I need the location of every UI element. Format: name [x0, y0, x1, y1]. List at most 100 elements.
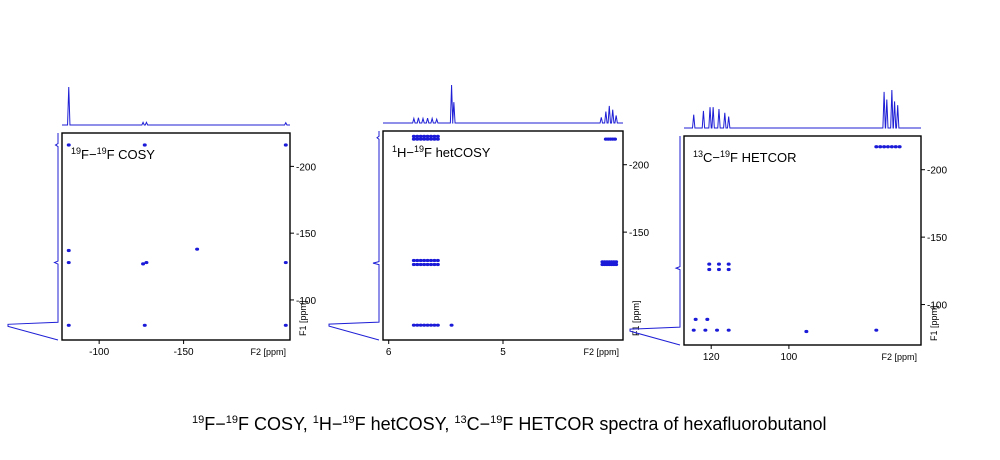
- cross-peak: [432, 137, 437, 141]
- cross-peak: [425, 262, 430, 267]
- y-axis-label: F1 [ppm]: [298, 300, 308, 336]
- spectrum-panel-2: 6 5 F2 [ppm] -200 -150 F1 [ppm] 1H−19F hetCOSY: [328, 84, 649, 358]
- cross-peak: [705, 317, 710, 321]
- cross-peak: [144, 260, 149, 265]
- cross-peak: [691, 328, 696, 332]
- x-axis-label: F2 [ppm]: [881, 352, 917, 362]
- cross-peak: [435, 134, 440, 138]
- cross-peak: [283, 143, 288, 147]
- panel-title-isotope: 19: [97, 146, 107, 156]
- y-tick-label: -150: [296, 229, 316, 240]
- x-tick-label: 5: [500, 347, 506, 358]
- cross-peak: [422, 137, 427, 141]
- cross-peak: [435, 137, 440, 141]
- caption-text: F hetCOSY,: [354, 414, 455, 434]
- y-tick-label: -200: [629, 161, 649, 172]
- y-tick-label: -200: [927, 166, 947, 177]
- cross-peak: [142, 143, 147, 147]
- panel-title: 13C−19F HETCOR: [693, 149, 796, 165]
- y-tick-label: -200: [296, 162, 316, 173]
- cross-peak: [66, 248, 71, 253]
- caption-text: H−: [318, 414, 343, 434]
- panel-title-text: F hetCOSY: [424, 145, 491, 160]
- cross-peak: [889, 145, 894, 149]
- f1-projection-trace: [629, 136, 681, 346]
- cross-peak: [726, 267, 731, 272]
- cross-peak: [707, 262, 712, 266]
- cross-peak: [195, 247, 200, 251]
- panel-title-isotope: 19: [414, 144, 424, 154]
- cross-peak: [435, 323, 440, 327]
- f2-projection-trace: [684, 89, 921, 129]
- cross-peak: [435, 258, 440, 263]
- caption-text: F COSY,: [238, 414, 313, 434]
- cross-peak: [432, 262, 437, 267]
- cross-peak: [66, 323, 71, 327]
- cross-peak: [415, 134, 420, 138]
- cross-peak: [425, 323, 430, 327]
- cross-peak: [422, 134, 427, 138]
- panel-title-isotope: 13: [693, 149, 703, 159]
- cross-peak: [142, 323, 147, 327]
- cross-peak: [66, 260, 71, 265]
- cross-peak: [614, 260, 619, 264]
- panel-title-text: F COSY: [107, 147, 156, 162]
- caption-isotope-1h: 1: [312, 414, 319, 426]
- panel-title: 1H−19F hetCOSY: [392, 144, 491, 160]
- cross-peak: [435, 262, 440, 267]
- cross-peak: [878, 145, 883, 149]
- cross-peak: [882, 145, 887, 149]
- cross-peak: [432, 134, 437, 138]
- cross-peak: [411, 258, 416, 263]
- cross-peak: [418, 262, 423, 267]
- cross-peak: [897, 145, 902, 149]
- cross-peak: [432, 323, 437, 327]
- cross-peak: [411, 323, 416, 327]
- cross-peak: [411, 137, 416, 141]
- caption-isotope-19f: 19: [342, 414, 355, 426]
- y-tick-label: -100: [927, 301, 947, 312]
- cross-peak: [703, 328, 708, 332]
- x-axis-label: F2 [ppm]: [583, 347, 619, 357]
- f1-projection-trace: [328, 131, 380, 341]
- plot-frame: [61, 132, 291, 341]
- cross-peak: [415, 258, 420, 263]
- cross-peak: [411, 134, 416, 138]
- cross-peak: [429, 134, 433, 138]
- cross-peak: [429, 258, 433, 263]
- f1-projection-trace: [7, 133, 59, 341]
- cross-peak: [141, 262, 146, 266]
- cross-peak: [415, 137, 420, 141]
- panel-title-isotope: 19: [720, 149, 730, 159]
- cross-peak: [425, 134, 430, 138]
- cross-peak: [726, 328, 731, 332]
- caption-text: C−: [466, 414, 491, 434]
- cross-peak: [874, 145, 879, 149]
- y-tick-label: -150: [629, 228, 649, 239]
- caption-isotope-19f: 19: [225, 414, 239, 426]
- x-axis-label: F2 [ppm]: [250, 347, 286, 357]
- cross-peak: [716, 267, 721, 272]
- caption-isotope-19f: 19: [490, 414, 503, 426]
- panel-title-isotope: 1: [392, 144, 397, 154]
- panel-title-text: F HETCOR: [730, 150, 796, 165]
- cross-peak: [614, 262, 619, 267]
- cross-peak: [432, 258, 437, 263]
- caption-text: F HETCOR spectra of hexafluorobutanol: [502, 414, 827, 434]
- cross-peak: [449, 323, 454, 327]
- cross-peak: [418, 137, 423, 141]
- cross-peak: [716, 262, 721, 266]
- cross-peak: [411, 262, 416, 267]
- x-tick-label: 6: [386, 347, 392, 358]
- x-tick-label: -150: [174, 347, 194, 358]
- cross-peak: [415, 262, 420, 267]
- caption-text: F−: [204, 414, 226, 434]
- cross-peak: [715, 328, 720, 332]
- plot-frame: [382, 130, 624, 341]
- y-axis-label: F1 [ppm]: [631, 300, 641, 336]
- y-tick-label: -150: [927, 233, 947, 244]
- cross-peak: [429, 323, 433, 327]
